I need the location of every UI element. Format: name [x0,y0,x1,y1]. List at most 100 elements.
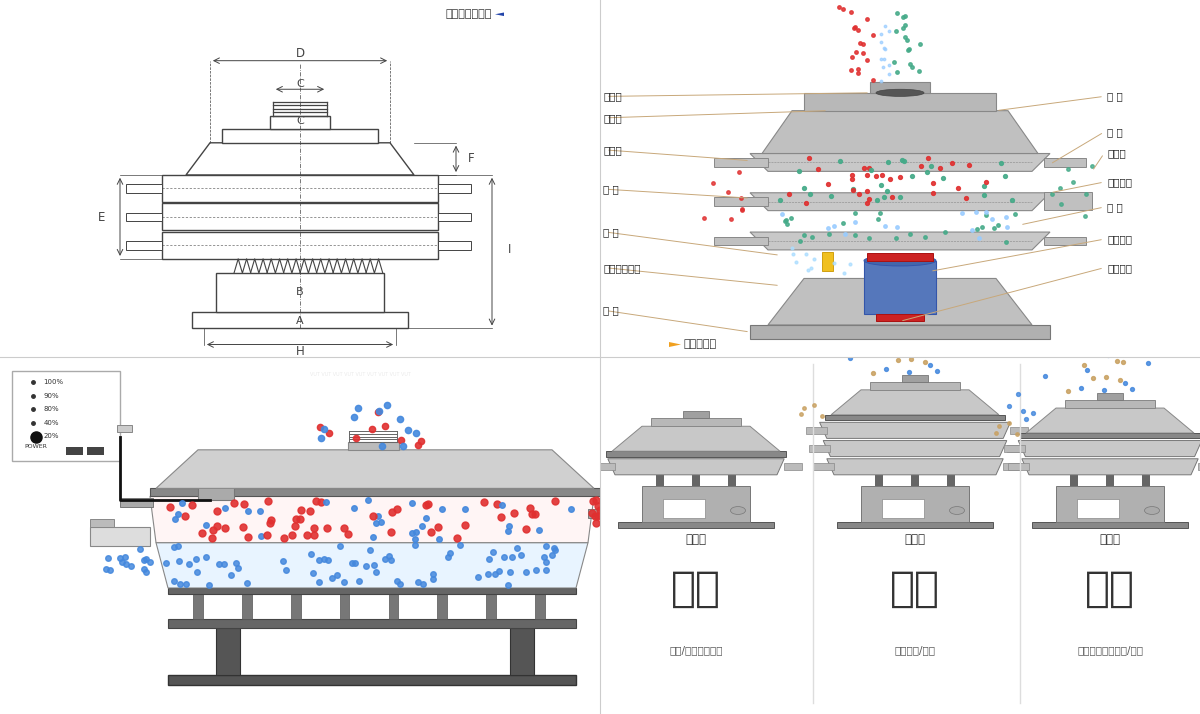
Bar [862,486,970,522]
Bar [1044,191,1092,210]
Bar [1044,237,1086,246]
Bar [90,518,114,527]
Bar [1066,400,1154,408]
Text: 弹 簧: 弹 簧 [604,227,619,237]
Bar [1007,445,1025,452]
Text: VUT VUT VUT VUT VUT VUT VUT VUT VUT: VUT VUT VUT VUT VUT VUT VUT VUT VUT [310,372,410,378]
Text: 筛 盘: 筛 盘 [1108,202,1123,212]
Bar [216,273,384,313]
Polygon shape [750,193,1050,211]
Text: 外形尺寸示意图: 外形尺寸示意图 [445,9,492,19]
Text: 分级: 分级 [671,568,721,610]
Bar [1198,463,1200,471]
Text: 去除液体中的颗粒/异物: 去除液体中的颗粒/异物 [1078,645,1142,655]
Text: 20%: 20% [43,433,59,439]
Bar [290,594,300,619]
Bar [1010,427,1028,434]
Text: 除杂: 除杂 [1085,568,1135,610]
Text: 束 环: 束 环 [604,184,619,194]
Ellipse shape [949,507,965,514]
Bar [691,475,701,486]
Bar [88,447,104,456]
Bar [348,442,398,450]
Bar [270,116,330,129]
Bar [1070,475,1079,486]
Text: 去除异物/结块: 去除异物/结块 [894,645,936,655]
Ellipse shape [1145,507,1159,514]
Bar [1078,498,1120,518]
Bar [662,498,706,518]
Text: 防尘盖: 防尘盖 [604,113,622,123]
Polygon shape [607,458,785,475]
Polygon shape [830,390,998,415]
Bar [864,261,936,314]
Polygon shape [496,12,504,16]
Bar [618,522,774,528]
Bar [606,451,786,457]
Bar [389,594,398,619]
Bar [1003,463,1021,471]
Bar [714,198,768,206]
Bar [714,237,768,246]
Text: D: D [295,47,305,60]
Polygon shape [750,232,1050,250]
Ellipse shape [876,89,924,96]
Bar [438,184,470,193]
Bar [1142,475,1151,486]
Polygon shape [823,441,1007,457]
Bar [594,463,616,471]
Bar [875,475,883,486]
Bar [650,418,742,426]
Text: 40%: 40% [43,420,59,426]
Bar [838,522,994,528]
Bar [876,314,924,321]
Bar [947,475,955,486]
Text: 结构示意图: 结构示意图 [684,339,718,350]
Bar [1020,433,1200,438]
Bar [168,588,576,594]
Bar [126,213,162,221]
Bar [1097,393,1123,400]
Bar [193,594,203,619]
Bar [804,93,996,111]
Bar [683,411,709,418]
Bar [588,508,618,518]
Text: C: C [296,116,304,126]
Bar [911,475,919,486]
Bar [12,371,120,461]
Bar [814,463,834,471]
Bar [535,594,545,619]
Polygon shape [670,342,682,347]
Bar [642,486,750,522]
Text: 双层式: 双层式 [1099,533,1121,545]
Bar [1004,445,1026,452]
Polygon shape [1026,408,1194,433]
Bar [728,475,737,486]
Ellipse shape [731,507,745,514]
Bar [168,675,576,685]
Text: 100%: 100% [43,379,64,385]
Bar [510,628,534,675]
Polygon shape [750,154,1050,171]
Bar [1008,463,1030,471]
Bar [1106,475,1115,486]
Bar [118,425,132,432]
Polygon shape [762,111,1038,154]
Text: 出料口: 出料口 [604,145,622,155]
Polygon shape [768,278,1032,325]
Bar [126,241,162,250]
Bar [809,445,830,452]
Bar [438,241,470,250]
Text: H: H [295,345,305,358]
Text: B: B [296,287,304,297]
Text: 上部重锤: 上部重锤 [1108,177,1132,187]
Bar [438,213,470,221]
Bar [192,313,408,328]
Bar [1032,522,1188,528]
Bar [806,427,827,434]
Text: 单层式: 单层式 [685,533,707,545]
Bar [870,382,960,390]
Bar [90,527,150,546]
Text: 颗粒/粉末准确分级: 颗粒/粉末准确分级 [670,645,722,655]
Polygon shape [150,496,594,543]
